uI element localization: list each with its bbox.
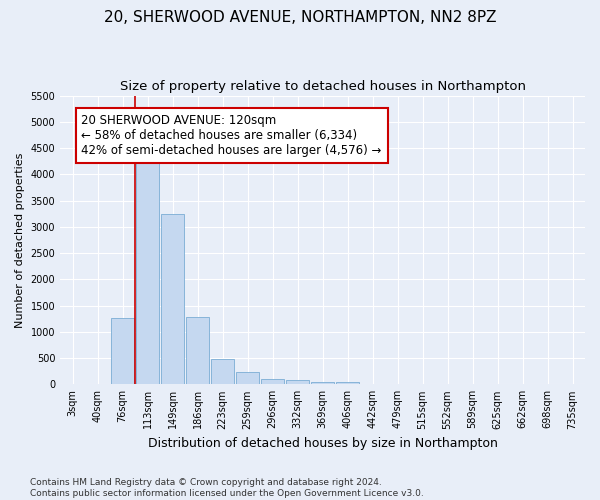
Bar bbox=[136, 156, 159, 384]
Bar bbox=[236, 372, 259, 384]
Bar bbox=[186, 317, 209, 384]
Bar bbox=[211, 359, 234, 384]
Bar bbox=[161, 214, 184, 384]
Y-axis label: Number of detached properties: Number of detached properties bbox=[15, 152, 25, 328]
Bar bbox=[111, 318, 134, 384]
Bar bbox=[261, 379, 284, 384]
Bar bbox=[286, 380, 309, 384]
Bar bbox=[311, 382, 334, 384]
X-axis label: Distribution of detached houses by size in Northampton: Distribution of detached houses by size … bbox=[148, 437, 497, 450]
Bar bbox=[336, 382, 359, 384]
Title: Size of property relative to detached houses in Northampton: Size of property relative to detached ho… bbox=[119, 80, 526, 93]
Text: Contains HM Land Registry data © Crown copyright and database right 2024.
Contai: Contains HM Land Registry data © Crown c… bbox=[30, 478, 424, 498]
Text: 20 SHERWOOD AVENUE: 120sqm
← 58% of detached houses are smaller (6,334)
42% of s: 20 SHERWOOD AVENUE: 120sqm ← 58% of deta… bbox=[82, 114, 382, 157]
Text: 20, SHERWOOD AVENUE, NORTHAMPTON, NN2 8PZ: 20, SHERWOOD AVENUE, NORTHAMPTON, NN2 8P… bbox=[104, 10, 496, 25]
